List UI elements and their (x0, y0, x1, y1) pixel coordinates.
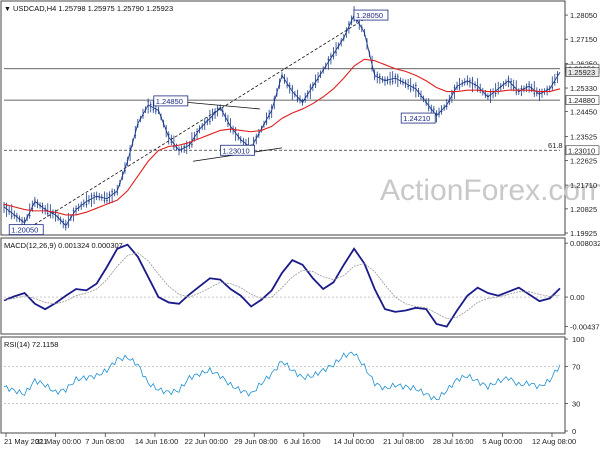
trendline-0 (26, 14, 372, 230)
time-tick-label: 21 May 2021 (4, 437, 47, 446)
price-level-box (565, 145, 600, 156)
macd-tick-label: -0.004379 (570, 322, 600, 331)
macd-series-line-0 (3, 243, 561, 328)
price-tick-label: 1.19925 (570, 229, 597, 238)
macd-series (3, 243, 561, 328)
rsi-tick-label: 30 (572, 399, 580, 408)
price-series (3, 14, 561, 227)
fib-label: 61.8 (548, 141, 563, 150)
macd-tick-label: 0.008032 (570, 239, 600, 248)
symbol-title-arrow: ▼ (4, 6, 11, 13)
price-tick-label: 1.23525 (570, 132, 597, 141)
price-panel-frame (0, 0, 566, 236)
rsi-series-line (3, 351, 561, 401)
time-tick-label: 7 Jun 08:00 (85, 437, 124, 446)
symbol-title: USDCAD,H4 1.25798 1.25975 1.25790 1.2592… (13, 4, 173, 13)
time-tick-label: 14 Jul 00:00 (333, 437, 374, 446)
price-level-box (565, 67, 600, 77)
swing-label-box (8, 224, 44, 236)
price-level-label: 1.24880 (568, 96, 595, 105)
time-tick-label: 14 Jun 16:00 (135, 437, 178, 446)
price-level-label: 1.25923 (568, 68, 595, 77)
swing-label-text: 1.24850 (156, 97, 183, 106)
swing-label-text: 1.24210 (403, 114, 430, 123)
price-tick-label: 1.24450 (570, 108, 597, 117)
time-tick-label: 12 Aug 08:00 (532, 437, 576, 446)
time-tick-label: 6 Jul 16:00 (284, 437, 321, 446)
rsi-tick-label: 100 (572, 335, 585, 344)
macd-panel-frame (0, 237, 566, 335)
price-tick-label: 1.28050 (570, 11, 597, 20)
rsi-tick-label: 0 (572, 427, 576, 436)
rsi-title: RSI(14) 72.1158 (4, 340, 58, 349)
time-tick-label: 5 Aug 00:00 (482, 437, 522, 446)
price-tick-label: 1.25330 (570, 84, 597, 93)
rsi-axis: 100 70 30 0 (565, 335, 585, 436)
price-tick-label: 1.22625 (570, 157, 597, 166)
price-level-label: 1.23010 (568, 146, 595, 155)
swing-label-box (400, 112, 436, 124)
swing-label-box (353, 9, 389, 21)
price-tick-label: 1.21710 (570, 181, 597, 190)
rsi-series (3, 351, 561, 404)
macd-title: MACD(12,26,9) 0.001324 0.000307 (4, 241, 123, 250)
rsi-panel-frame (0, 336, 566, 434)
price-trendlines (26, 14, 372, 230)
time-tick-label: 29 Jun 08:00 (234, 437, 277, 446)
price-tick-label: 1.27150 (570, 35, 597, 44)
price-level-box (565, 95, 600, 105)
time-tick-label: 28 Jul 16:00 (433, 437, 474, 446)
swing-label-box (153, 95, 189, 107)
time-tick-label: 21 Jul 08:00 (383, 437, 424, 446)
swing-label-text: 1.20050 (11, 226, 38, 235)
price-tick-label: 1.20825 (570, 205, 597, 214)
macd-axis: 0.008032 0.00 -0.004379 (565, 239, 600, 331)
price-swing-labels: 1.28050 1.24850 1.23010 1.24210 1.20050 (8, 9, 436, 236)
price-tick-label: 1.26250 (570, 59, 597, 68)
price-axis: 1.28050 1.27150 1.26250 1.25330 1.24450 1.235… (565, 11, 600, 238)
price-series-line-1 (3, 58, 561, 216)
rsi-tick-label: 70 (572, 363, 580, 372)
macd-series-line-1 (3, 252, 561, 319)
swing-label-box (220, 144, 255, 156)
watermark: ActionForex.com (380, 174, 600, 207)
macd-tick-label: 0.00 (570, 293, 585, 302)
swing-label-text: 1.23010 (223, 146, 250, 155)
swing-label-text: 1.28050 (356, 11, 383, 20)
time-tick-label: 31 May 00:00 (36, 437, 81, 446)
price-series-line-0 (3, 14, 561, 227)
time-tick-label: 22 Jun 00:00 (185, 437, 228, 446)
price-grid (4, 68, 560, 151)
